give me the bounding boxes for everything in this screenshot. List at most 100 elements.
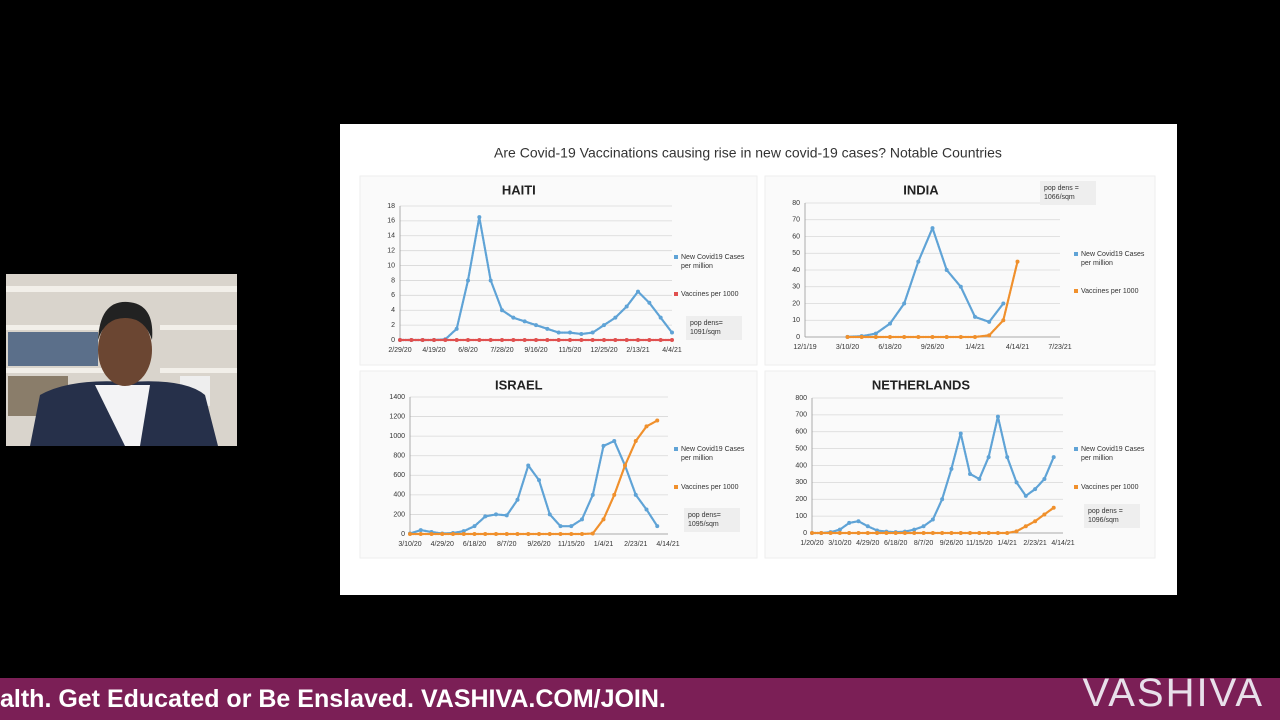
data-point (958, 431, 963, 436)
legend-label: New Covid19 Cases per million (1081, 446, 1145, 463)
data-point (873, 331, 878, 336)
data-point (515, 532, 520, 536)
data-point (810, 531, 814, 535)
data-point (526, 463, 531, 468)
data-point (875, 531, 880, 535)
data-point (873, 335, 878, 339)
data-point (973, 335, 977, 339)
data-point (995, 531, 1000, 535)
data-point (1042, 477, 1047, 481)
data-point (902, 301, 907, 306)
y-tick-label: 10 (387, 262, 395, 269)
y-tick-label: 16 (387, 218, 395, 225)
data-point (819, 531, 824, 535)
data-point (1001, 318, 1006, 323)
data-point (1033, 487, 1038, 492)
data-point (488, 278, 493, 283)
x-tick-label: 11/15/20 (966, 540, 993, 547)
data-point (845, 335, 850, 339)
data-point (569, 524, 574, 529)
data-point (986, 455, 991, 460)
legend-item: New Covid19 Cases per million (674, 445, 746, 463)
x-tick-label: 2/29/20 (388, 347, 411, 354)
webcam (6, 274, 237, 446)
data-point (644, 424, 649, 429)
data-point (398, 338, 402, 342)
data-point (545, 338, 550, 342)
x-tick-label: 1/4/21 (965, 344, 985, 351)
logo: VASHIVA (1082, 678, 1264, 715)
x-tick-label: 4/14/21 (656, 541, 679, 548)
x-tick-label: 11/5/20 (559, 347, 582, 354)
data-point (547, 512, 552, 517)
data-point (623, 463, 627, 468)
data-point (461, 532, 466, 536)
data-point (624, 304, 629, 309)
data-point (569, 532, 574, 536)
data-point (579, 338, 584, 342)
data-point (466, 278, 470, 283)
chart-title: ISRAEL (495, 377, 543, 392)
data-point (958, 335, 963, 339)
data-point (534, 323, 538, 328)
data-point (916, 335, 921, 339)
chart-title: NETHERLANDS (872, 377, 971, 392)
x-tick-label: 2/23/21 (624, 541, 647, 548)
data-point (545, 326, 550, 331)
data-point (1033, 519, 1038, 524)
legend-label: Vaccines per 1000 (1081, 288, 1139, 296)
y-tick-label: 800 (795, 395, 807, 402)
data-point (912, 527, 917, 532)
legend-label: Vaccines per 1000 (1081, 484, 1139, 492)
y-tick-label: 20 (792, 300, 800, 307)
data-point (522, 338, 527, 342)
x-tick-label: 4/19/20 (422, 347, 445, 354)
x-tick-label: 6/8/20 (458, 347, 478, 354)
data-point (613, 315, 618, 320)
data-point (494, 532, 498, 536)
data-point (568, 338, 572, 342)
x-tick-label: 6/18/20 (884, 540, 907, 547)
legend-swatch (674, 446, 678, 451)
x-tick-label: 4/29/20 (431, 541, 454, 548)
x-tick-label: 4/14/21 (1006, 344, 1029, 351)
x-tick-label: 12/1/19 (793, 344, 816, 351)
x-tick-label: 9/26/20 (921, 344, 944, 351)
data-point (451, 532, 455, 536)
data-point (930, 517, 935, 522)
data-point (537, 478, 541, 483)
y-tick-label: 1000 (389, 433, 405, 440)
data-point (828, 531, 833, 535)
data-point (958, 531, 963, 535)
x-tick-label: 1/4/21 (997, 540, 1017, 547)
x-tick-label: 9/26/20 (940, 540, 963, 547)
data-point (1015, 259, 1020, 264)
x-tick-label: 4/14/21 (1051, 540, 1074, 547)
data-point (647, 300, 652, 305)
y-tick-label: 800 (393, 453, 405, 460)
data-point (580, 517, 584, 522)
data-point (912, 531, 917, 535)
data-point (494, 512, 498, 517)
y-tick-label: 30 (792, 284, 800, 291)
data-point (454, 338, 459, 342)
data-point (500, 308, 504, 313)
data-point (558, 532, 563, 536)
data-point (1014, 529, 1019, 534)
data-point (865, 524, 870, 529)
data-point (902, 531, 907, 535)
legend-item: Vaccines per 1000 (1074, 483, 1146, 492)
data-point (534, 338, 538, 342)
legend-swatch (1074, 485, 1078, 490)
y-tick-label: 12 (387, 248, 395, 255)
y-tick-label: 400 (393, 492, 405, 499)
x-tick-label: 7/28/20 (490, 347, 513, 354)
legend-item: New Covid19 Cases per million (1074, 445, 1146, 463)
data-point (856, 519, 861, 524)
legend-label: New Covid19 Cases per million (681, 445, 745, 462)
y-tick-label: 8 (391, 277, 395, 284)
data-point (658, 315, 663, 320)
data-point (636, 338, 640, 342)
data-point (504, 532, 509, 536)
